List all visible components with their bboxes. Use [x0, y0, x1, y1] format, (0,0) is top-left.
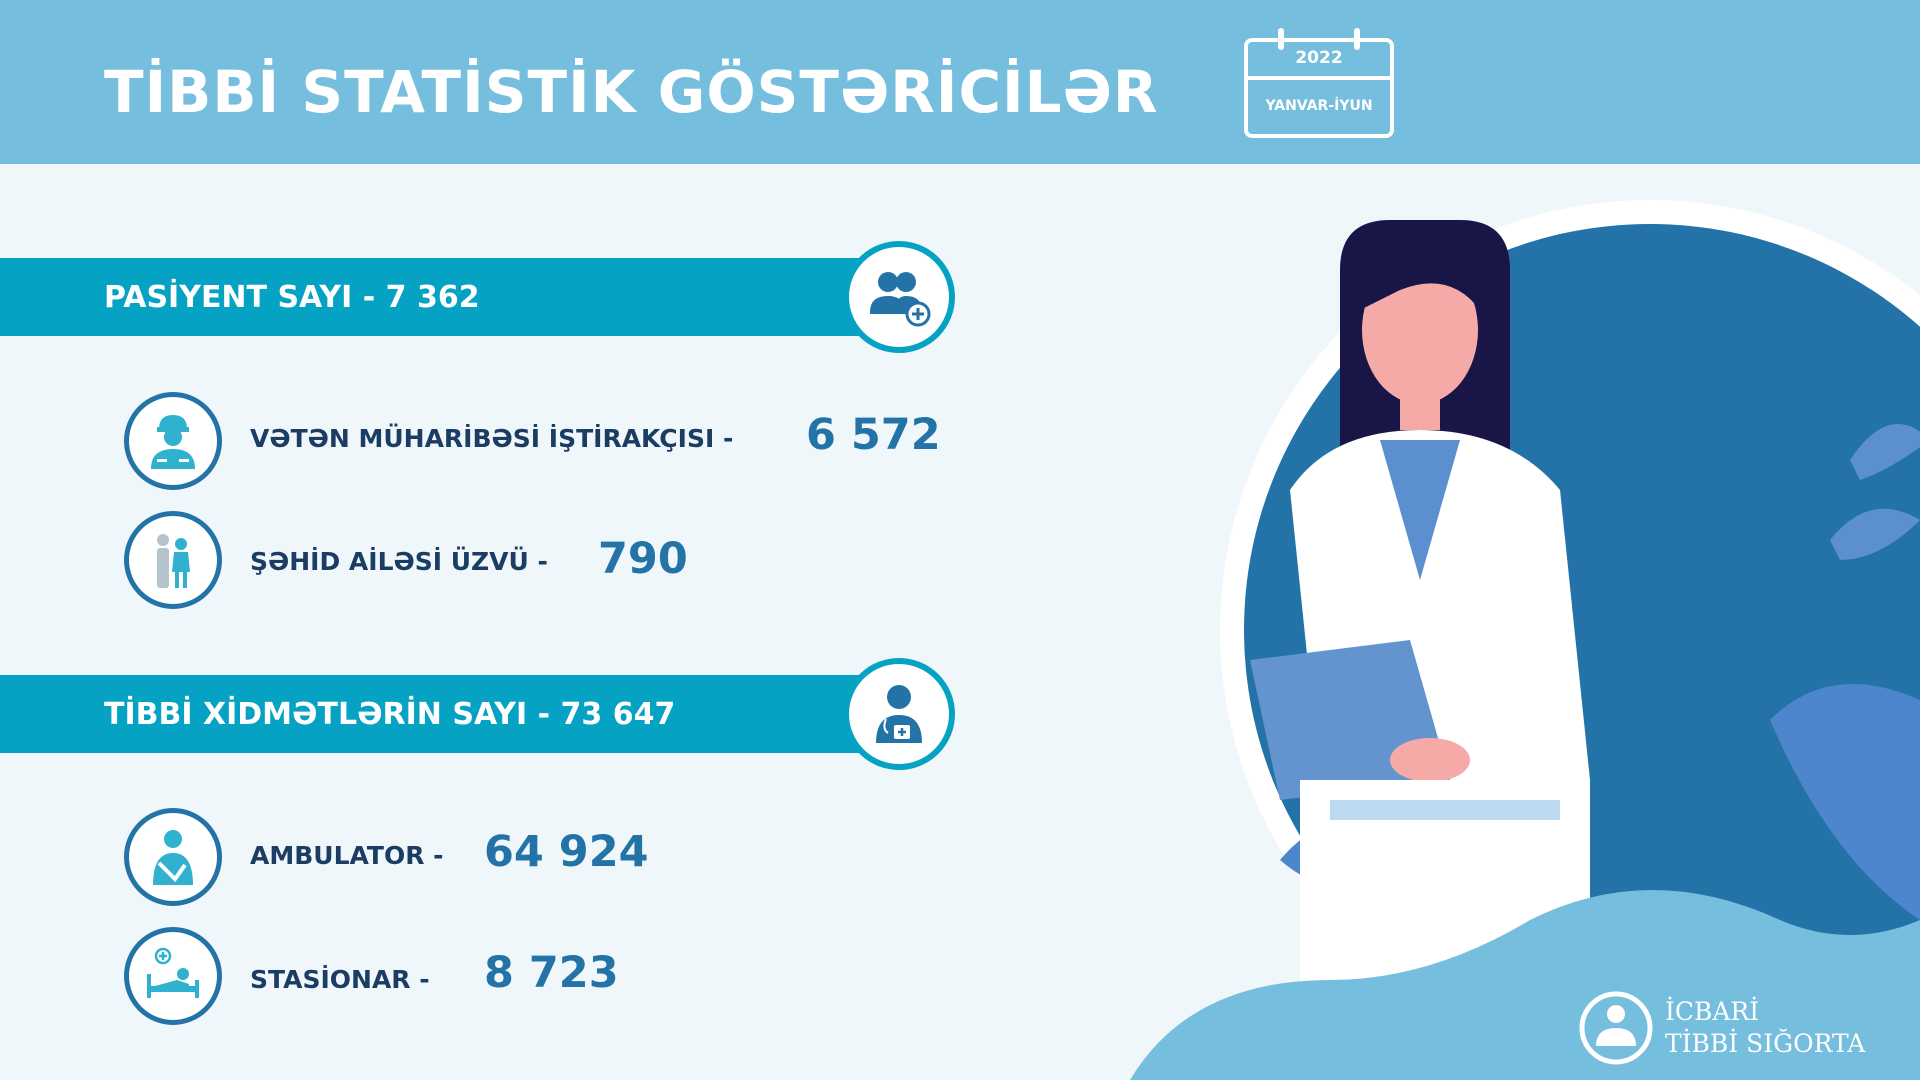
doctor-icon [843, 658, 955, 770]
medical-services-label: TİBBİ XİDMƏTLƏRİN SAYI - 73 647 [104, 697, 676, 732]
veteran-value: 6 572 [806, 410, 941, 460]
logo-line-1: İCBARİ [1665, 997, 1760, 1026]
patient-count-bar: PASİYENT SAYI - 7 362 [0, 258, 880, 336]
logo-line-2: TİBBİ SIĞORTA [1665, 1029, 1866, 1058]
hospital-bed-icon [124, 927, 222, 1025]
ambulatory-label: AMBULATOR - [250, 841, 444, 870]
page-title: TİBBİ STATİSTİK GÖSTƏRİCİLƏR [104, 58, 1159, 126]
martyr-family-label: ŞƏHİD AİLƏSİ ÜZVÜ - [250, 547, 548, 576]
inpatient-value: 8 723 [484, 948, 619, 998]
calendar-year: 2022 [1295, 48, 1343, 68]
header-banner [0, 0, 1920, 164]
inpatient-label: STASİONAR - [250, 965, 430, 994]
veteran-label: VƏTƏN MÜHARİBƏSİ İŞTİRAKÇISI - [250, 424, 734, 453]
martyr-family-value: 790 [598, 534, 688, 584]
outpatient-icon [124, 808, 222, 906]
doctor-illustration [1130, 200, 1920, 1080]
calendar-icon: 2022 YANVAR-İYUN [1244, 28, 1394, 138]
family-icon [124, 511, 222, 609]
soldier-icon [124, 392, 222, 490]
patient-count-label: PASİYENT SAYI - 7 362 [104, 280, 480, 315]
insurance-logo [1579, 991, 1653, 1065]
insurance-logo-text: İCBARİ TİBBİ SIĞORTA [1665, 996, 1865, 1060]
ambulatory-value: 64 924 [484, 827, 649, 877]
medical-services-bar: TİBBİ XİDMƏTLƏRİN SAYI - 73 647 [0, 675, 880, 753]
patients-add-icon [843, 241, 955, 353]
calendar-range: YANVAR-İYUN [1265, 98, 1373, 114]
